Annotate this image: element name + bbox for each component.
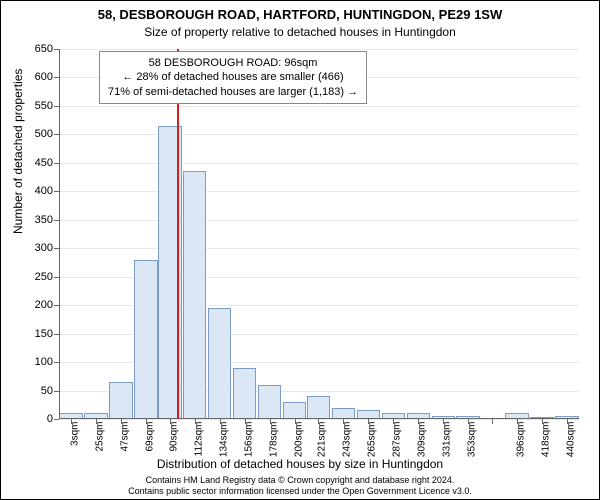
gridline — [59, 220, 579, 221]
plot-area: 0501001502002503003504004505005506006503… — [59, 49, 579, 419]
y-tick-label: 400 — [13, 185, 53, 197]
x-tick-label: 90sqm — [168, 422, 179, 452]
x-tick-label: 69sqm — [144, 422, 155, 452]
chart-title-line2: Size of property relative to detached ho… — [1, 25, 599, 39]
y-tick-label: 600 — [13, 71, 53, 83]
y-axis — [59, 49, 60, 419]
histogram-bar — [233, 368, 257, 419]
x-tick-label: 440sqm — [566, 422, 577, 458]
histogram-bar — [134, 260, 158, 419]
x-tick-label: 396sqm — [516, 422, 527, 458]
x-tick-label: 265sqm — [367, 422, 378, 458]
y-tick-label: 500 — [13, 128, 53, 140]
y-tick-label: 250 — [13, 271, 53, 283]
gridline — [59, 191, 579, 192]
y-tick-label: 350 — [13, 214, 53, 226]
x-tick-label: 25sqm — [94, 422, 105, 452]
x-axis-title: Distribution of detached houses by size … — [1, 457, 599, 471]
x-tick — [492, 419, 493, 424]
chart-title-line1: 58, DESBOROUGH ROAD, HARTFORD, HUNTINGDO… — [1, 7, 599, 22]
y-tick-label: 100 — [13, 356, 53, 368]
y-tick-label: 300 — [13, 242, 53, 254]
x-tick-label: 200sqm — [293, 422, 304, 458]
chart-container: 58, DESBOROUGH ROAD, HARTFORD, HUNTINGDO… — [0, 0, 600, 500]
footnote-line1: Contains HM Land Registry data © Crown c… — [1, 475, 599, 486]
x-tick-label: 156sqm — [243, 422, 254, 458]
histogram-bar — [183, 171, 207, 419]
y-tick-label: 50 — [13, 385, 53, 397]
x-tick-label: 309sqm — [417, 422, 428, 458]
x-tick-label: 287sqm — [392, 422, 403, 458]
footnote-line2: Contains public sector information licen… — [1, 486, 599, 497]
y-tick — [54, 419, 59, 420]
gridline — [59, 163, 579, 164]
footnote: Contains HM Land Registry data © Crown c… — [1, 475, 599, 497]
gridline — [59, 134, 579, 135]
histogram-bar — [208, 308, 232, 419]
x-tick-label: 221sqm — [317, 422, 328, 458]
y-tick-label: 0 — [13, 413, 53, 425]
gridline — [59, 248, 579, 249]
x-tick-label: 331sqm — [442, 422, 453, 458]
histogram-bar — [307, 396, 331, 419]
x-tick-label: 134sqm — [218, 422, 229, 458]
histogram-bar — [109, 382, 133, 419]
info-box-line3: 71% of semi-detached houses are larger (… — [108, 85, 358, 99]
x-tick-label: 178sqm — [268, 422, 279, 458]
x-tick-label: 418sqm — [541, 422, 552, 458]
x-tick-label: 47sqm — [119, 422, 130, 452]
info-box: 58 DESBOROUGH ROAD: 96sqm← 28% of detach… — [99, 51, 367, 104]
y-tick-label: 550 — [13, 100, 53, 112]
x-tick-label: 112sqm — [193, 422, 204, 457]
y-tick-label: 650 — [13, 43, 53, 55]
histogram-bar — [283, 402, 307, 419]
x-axis — [59, 418, 579, 419]
x-tick-label: 243sqm — [342, 422, 353, 458]
marker-line — [177, 49, 179, 419]
x-tick-label: 353sqm — [467, 422, 478, 458]
info-box-line2: ← 28% of detached houses are smaller (46… — [108, 70, 358, 84]
histogram-bar — [258, 385, 282, 419]
y-tick-label: 150 — [13, 328, 53, 340]
y-tick-label: 450 — [13, 157, 53, 169]
x-tick-label: 3sqm — [70, 422, 81, 446]
y-tick-label: 200 — [13, 299, 53, 311]
info-box-line1: 58 DESBOROUGH ROAD: 96sqm — [108, 56, 358, 70]
y-axis-title: Number of detached properties — [11, 69, 25, 234]
gridline — [59, 49, 579, 50]
gridline — [59, 106, 579, 107]
